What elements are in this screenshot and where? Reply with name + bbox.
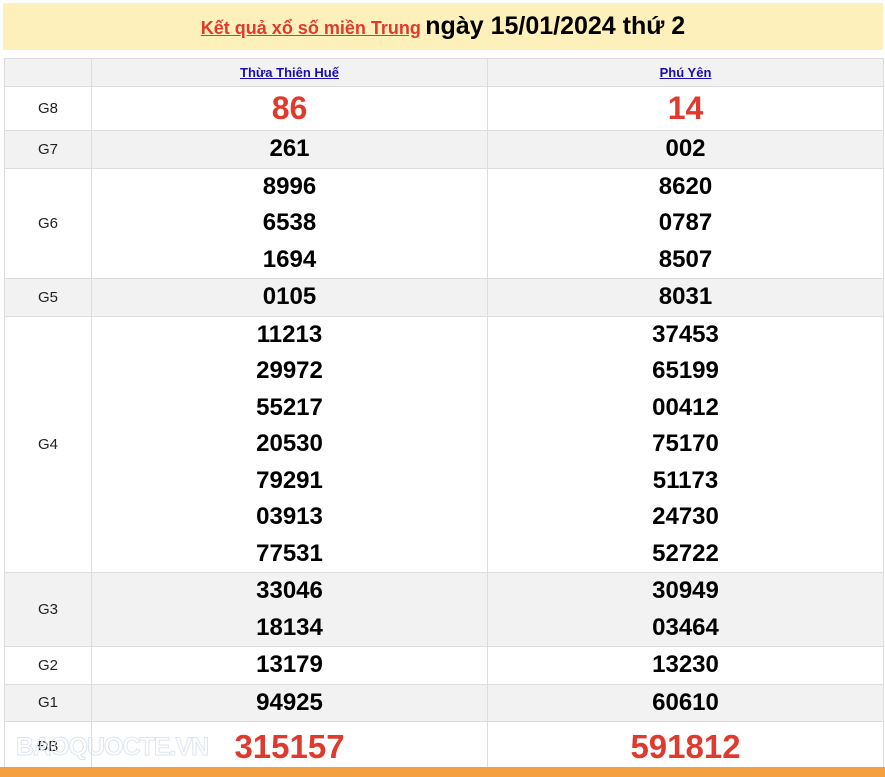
prize-label: ĐB: [4, 721, 92, 772]
prize-cell: 8996 6538 1694: [91, 167, 488, 279]
prize-row: G7 261 002: [4, 130, 884, 169]
page-header: Kết quả xổ số miền Trung ngày 15/01/2024…: [3, 3, 883, 50]
prize-cell: 37453 65199 00412 75170 51173 24730 52722: [487, 315, 884, 573]
prize-cell: 8620 0787 8507: [487, 167, 884, 279]
prize-cell: 60610: [487, 683, 884, 722]
prize-cell: 86: [91, 86, 488, 131]
draw-date: ngày 15/01/2024 thứ 2: [425, 12, 686, 40]
prize-number: 8507: [658, 245, 713, 273]
prize-label: G6: [4, 167, 92, 279]
prize-number: 20530: [256, 430, 323, 457]
results-table: Thừa Thiên Huế Phú Yên G8 86 14 G7 261 002 G6 8…: [4, 58, 884, 772]
prize-number: 14: [667, 90, 704, 126]
prize-cell: 13230: [487, 646, 884, 685]
footer-bar: [0, 767, 885, 777]
prize-row: ĐB 315157 591812: [4, 721, 884, 772]
prize-number: 03913: [256, 503, 323, 530]
prize-cell: 0105: [91, 278, 488, 317]
prize-row: G4 11213 29972 55217 20530 79291 03913 77531 374…: [4, 315, 884, 573]
prize-row: G5 0105 8031: [4, 278, 884, 317]
prize-cell: 11213 29972 55217 20530 79291 03913 77531: [91, 315, 488, 573]
prize-number: 11213: [256, 320, 323, 348]
province-link-1[interactable]: Thừa Thiên Huế: [240, 65, 339, 80]
prize-cell: 33046 18134: [91, 572, 488, 647]
prize-row: G2 13179 13230: [4, 646, 884, 685]
prize-number: 13230: [652, 651, 719, 678]
prize-row: G1 94925 60610: [4, 683, 884, 722]
results-link[interactable]: Kết quả xổ số miền Trung: [200, 18, 421, 38]
prize-number: 18134: [256, 613, 323, 641]
prize-number: 79291: [256, 466, 323, 494]
prize-cell: 13179: [91, 646, 488, 685]
prize-number: 00412: [652, 393, 719, 421]
prize-number: 51173: [652, 466, 719, 494]
prize-number: 75170: [652, 430, 719, 457]
prize-cell: 261: [91, 130, 488, 169]
prize-cell: 8031: [487, 278, 884, 317]
prize-number: 002: [665, 135, 706, 162]
prize-number: 03464: [652, 613, 719, 641]
prize-number: 8996: [262, 172, 317, 200]
province-link-2[interactable]: Phú Yên: [659, 65, 712, 80]
prize-row: G8 86 14: [4, 86, 884, 131]
prize-number: 8031: [658, 283, 713, 310]
prize-number: 33046: [256, 577, 323, 604]
prize-cell: 30949 03464: [487, 572, 884, 647]
prize-number: 94925: [256, 688, 323, 716]
prize-label: G5: [4, 278, 92, 317]
prize-number: 13179: [256, 651, 323, 678]
prize-cell: 002: [487, 130, 884, 169]
prize-cell: 94925: [91, 683, 488, 722]
prize-number: 37453: [652, 320, 719, 348]
watermark-logo: BAOQUOCTE.VN: [15, 733, 209, 762]
prize-number: 24730: [652, 503, 719, 530]
prize-number: 315157: [234, 728, 345, 765]
prize-label: G3: [4, 572, 92, 647]
prize-header: [4, 58, 92, 87]
prize-number: 1694: [262, 245, 317, 273]
prize-cell: 591812: [487, 721, 884, 772]
prize-number: 60610: [652, 688, 719, 716]
prize-label: G1: [4, 683, 92, 722]
prize-cell: 315157: [91, 721, 488, 772]
prize-number: 8620: [658, 172, 713, 200]
prize-cell: 14: [487, 86, 884, 131]
prize-row: G3 33046 18134 30949 03464: [4, 572, 884, 647]
prize-label: G8: [4, 86, 92, 131]
prize-number: 30949: [652, 577, 719, 604]
prize-number: 6538: [262, 209, 317, 236]
prize-row: G6 8996 6538 1694 8620 0787 8507: [4, 167, 884, 279]
prize-number: 591812: [630, 728, 741, 765]
prize-number: 29972: [256, 357, 323, 384]
prize-number: 55217: [256, 393, 323, 421]
prize-number: 86: [271, 90, 308, 126]
prize-label: G4: [4, 315, 92, 573]
prize-number: 77531: [256, 539, 323, 567]
prize-number: 0105: [262, 283, 317, 310]
prize-label: G7: [4, 130, 92, 169]
prize-number: 261: [269, 135, 310, 162]
prize-number: 0787: [658, 209, 713, 236]
prize-number: 65199: [652, 357, 719, 384]
prize-number: 52722: [652, 539, 719, 567]
prize-label: G2: [4, 646, 92, 685]
